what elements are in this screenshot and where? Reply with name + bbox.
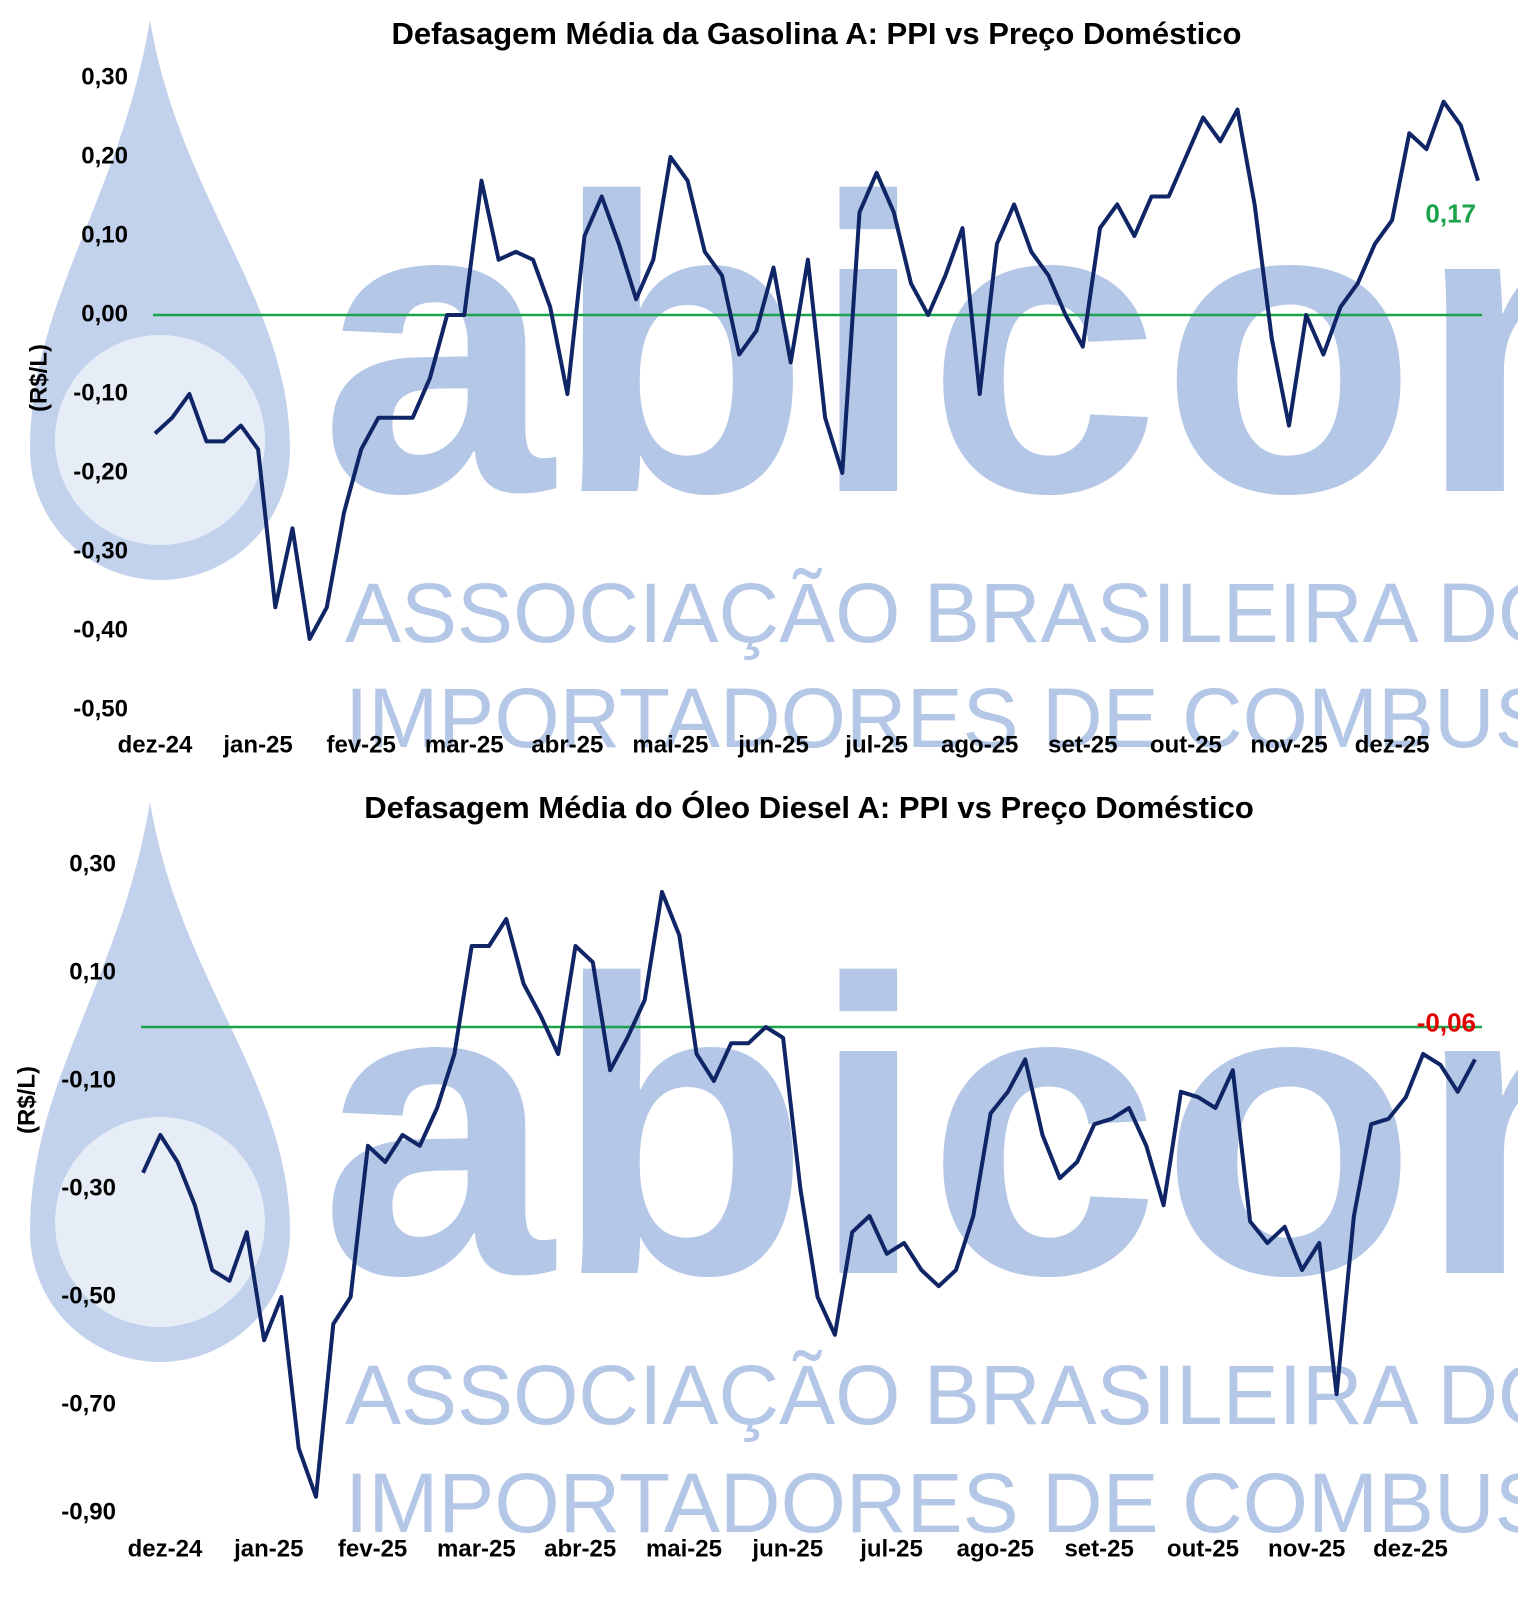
y-tick-label: 0,30 bbox=[69, 850, 116, 877]
x-tick-label: jun-25 bbox=[751, 1535, 823, 1562]
x-tick-label: dez-24 bbox=[118, 731, 193, 758]
watermark-line: ASSOCIAÇÃO BRASILEIRA DOS bbox=[345, 566, 1518, 660]
y-axis-label: (R$/L) bbox=[13, 1066, 40, 1134]
x-tick-label: dez-25 bbox=[1355, 731, 1430, 758]
x-tick-label: mai-25 bbox=[646, 1535, 722, 1562]
gasoline-chart: abicom ASSOCIAÇÃO BRASILEIRA DOS IMPORTA… bbox=[25, 16, 1518, 765]
y-tick-label: -0,90 bbox=[61, 1498, 116, 1525]
diesel-chart: abicom ASSOCIAÇÃO BRASILEIRA DOS IMPORTA… bbox=[13, 789, 1518, 1562]
x-tick-label: mar-25 bbox=[425, 731, 504, 758]
watermark-logo: abicom bbox=[320, 112, 1518, 581]
y-tick-label: 0,10 bbox=[81, 221, 128, 248]
y-tick-label: -0,40 bbox=[73, 616, 128, 643]
y-tick-label: -0,70 bbox=[61, 1390, 116, 1417]
y-tick-label: -0,30 bbox=[61, 1174, 116, 1201]
chart-title: Defasagem Média do Óleo Diesel A: PPI vs… bbox=[364, 789, 1254, 825]
x-tick-label: abr-25 bbox=[531, 731, 603, 758]
x-tick-label: ago-25 bbox=[957, 1535, 1034, 1562]
x-tick-label: jan-25 bbox=[222, 731, 292, 758]
x-tick-label: ago-25 bbox=[941, 731, 1018, 758]
y-tick-label: -0,10 bbox=[73, 379, 128, 406]
y-tick-label: -0,50 bbox=[73, 695, 128, 722]
data-line bbox=[141, 890, 1477, 1499]
data-line bbox=[153, 99, 1480, 641]
end-value-label: -0,06 bbox=[1417, 1007, 1476, 1037]
y-tick-label: 0,30 bbox=[81, 63, 128, 90]
watermark-line: IMPORTADORES DE COMBUSTÍVEIS bbox=[345, 1456, 1518, 1550]
x-tick-label: set-25 bbox=[1064, 1535, 1133, 1562]
y-axis-label: (R$/L) bbox=[25, 344, 52, 412]
x-tick-label: set-25 bbox=[1048, 731, 1117, 758]
x-tick-label: jul-25 bbox=[844, 731, 908, 758]
watermark-line: ASSOCIAÇÃO BRASILEIRA DOS bbox=[345, 1348, 1518, 1442]
x-tick-label: jun-25 bbox=[737, 731, 809, 758]
y-tick-label: 0,20 bbox=[81, 142, 128, 169]
y-tick-label: -0,50 bbox=[61, 1282, 116, 1309]
x-tick-label: mar-25 bbox=[437, 1535, 516, 1562]
watermark-globe bbox=[55, 335, 265, 545]
x-tick-label: dez-25 bbox=[1373, 1535, 1448, 1562]
x-tick-label: nov-25 bbox=[1268, 1535, 1345, 1562]
x-tick-label: nov-25 bbox=[1250, 731, 1327, 758]
y-tick-label: -0,20 bbox=[73, 458, 128, 485]
x-tick-label: mai-25 bbox=[632, 731, 708, 758]
chart-title: Defasagem Média da Gasolina A: PPI vs Pr… bbox=[392, 16, 1242, 51]
x-tick-label: fev-25 bbox=[338, 1535, 407, 1562]
y-tick-label: -0,30 bbox=[73, 537, 128, 564]
watermark-line: IMPORTADORES DE COMBUSTÍVEIS bbox=[345, 671, 1518, 765]
x-tick-label: out-25 bbox=[1167, 1535, 1239, 1562]
end-value-label: 0,17 bbox=[1425, 199, 1476, 229]
x-tick-label: abr-25 bbox=[544, 1535, 616, 1562]
x-tick-label: jul-25 bbox=[859, 1535, 923, 1562]
y-tick-label: 0,10 bbox=[69, 958, 116, 985]
x-tick-label: fev-25 bbox=[326, 731, 395, 758]
y-tick-label: -0,10 bbox=[61, 1066, 116, 1093]
x-tick-label: out-25 bbox=[1150, 731, 1222, 758]
x-tick-label: jan-25 bbox=[233, 1535, 303, 1562]
x-tick-label: dez-24 bbox=[128, 1535, 203, 1562]
y-tick-label: 0,00 bbox=[81, 300, 128, 327]
watermark-logo: abicom bbox=[320, 894, 1518, 1363]
watermark-globe bbox=[55, 1117, 265, 1327]
